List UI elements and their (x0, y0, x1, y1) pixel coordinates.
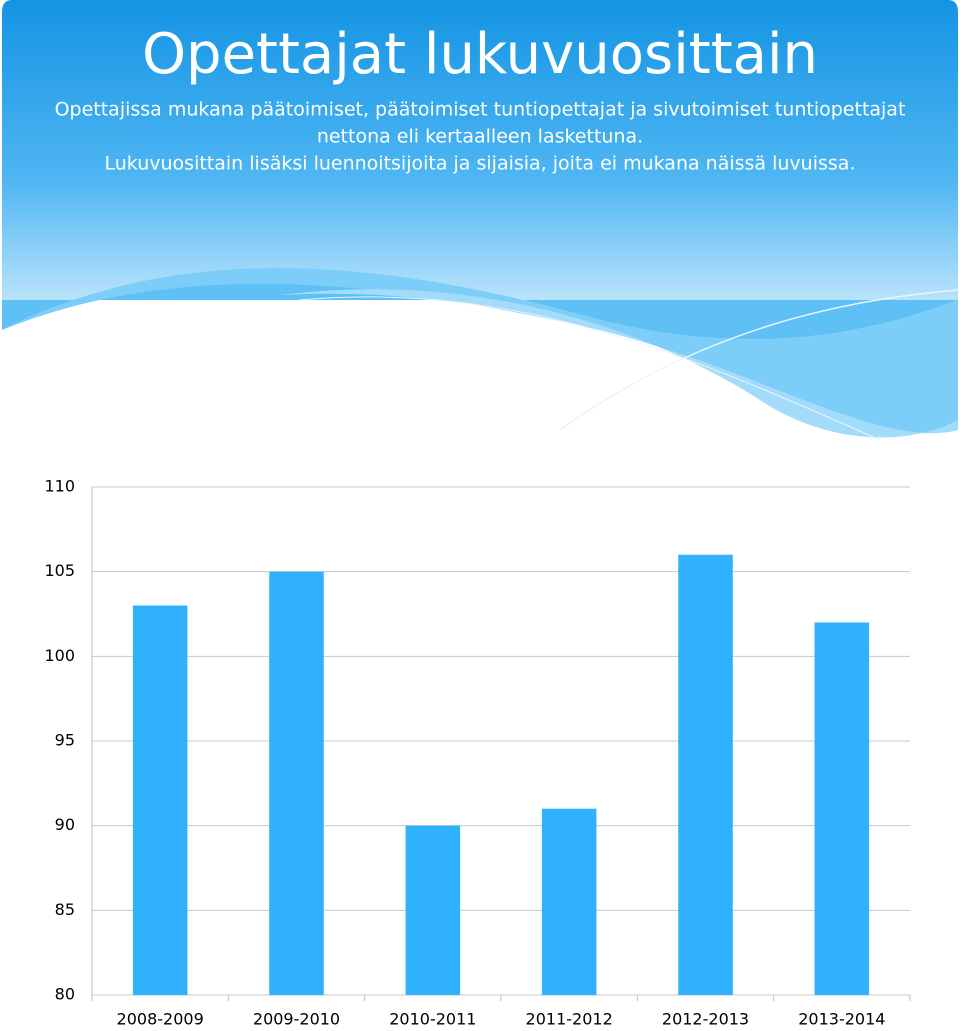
bar (132, 605, 188, 995)
y-tick-label: 95 (55, 731, 75, 750)
x-tick-label: 2012-2013 (662, 1010, 749, 1029)
y-tick-label: 110 (44, 477, 75, 496)
bar (541, 808, 597, 995)
x-tick-label: 2008-2009 (117, 1010, 204, 1029)
x-tick-label: 2009-2010 (253, 1010, 340, 1029)
subtitle-line: nettona eli kertaalleen laskettuna. (317, 126, 643, 148)
y-tick-label: 85 (55, 900, 75, 919)
subtitle-line: Opettajissa mukana päätoimiset, päätoimi… (55, 99, 906, 121)
bar (814, 622, 870, 995)
y-tick-label: 80 (55, 985, 75, 1004)
bar (405, 825, 461, 995)
y-tick-label: 105 (44, 561, 75, 580)
header-background (2, 0, 959, 441)
x-tick-label: 2010-2011 (389, 1010, 476, 1029)
chart-title: Opettajat lukuvuosittain (142, 22, 818, 87)
x-tick-label: 2011-2012 (526, 1010, 613, 1029)
bar (678, 554, 733, 995)
y-tick-label: 90 (55, 815, 75, 834)
x-tick-label: 2013-2014 (798, 1010, 885, 1029)
subtitle-line: Lukuvuosittain lisäksi luennoitsijoita j… (105, 153, 856, 175)
y-tick-label: 100 (44, 646, 75, 665)
bar (269, 571, 324, 995)
